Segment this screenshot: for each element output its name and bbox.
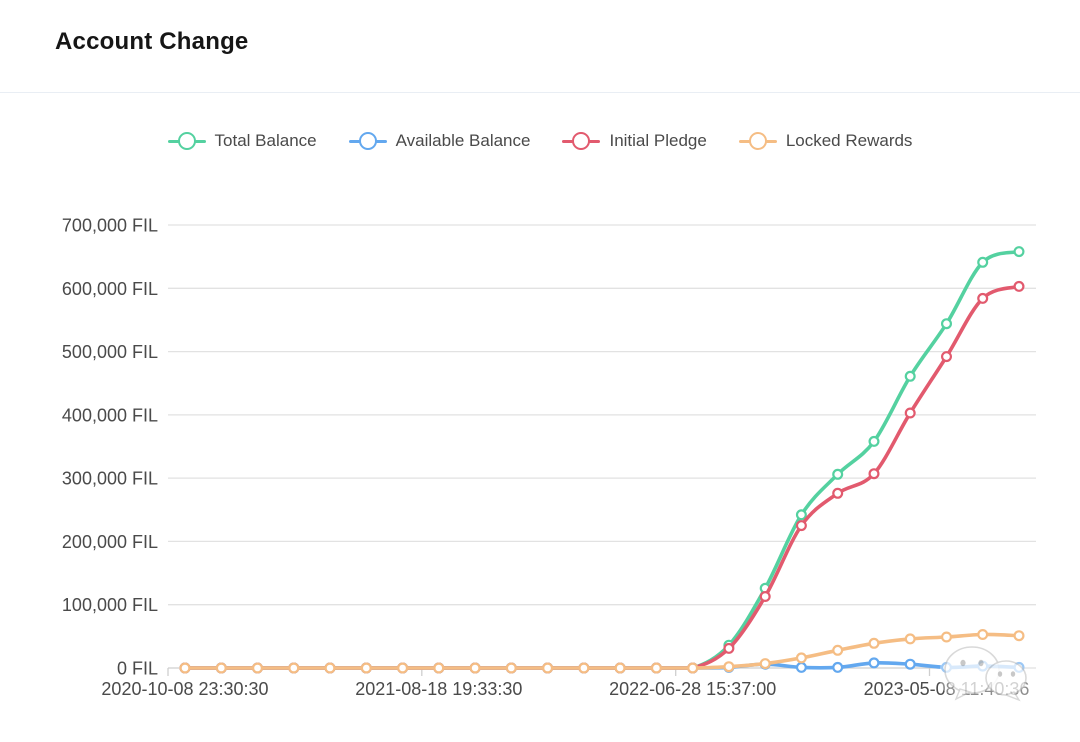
data-point[interactable] [904, 407, 916, 419]
data-point[interactable] [324, 662, 336, 674]
data-point[interactable] [252, 662, 264, 674]
legend-line-circle-icon [348, 132, 387, 150]
data-point[interactable] [868, 435, 880, 447]
data-point[interactable] [723, 642, 735, 654]
legend-item-locked-rewards[interactable]: Locked Rewards [738, 131, 913, 151]
y-axis-tick-label: 400,000 FIL [62, 405, 158, 425]
legend-label: Locked Rewards [785, 131, 913, 150]
data-point[interactable] [904, 633, 916, 645]
data-point[interactable] [940, 351, 952, 363]
data-point[interactable] [904, 658, 916, 670]
legend-item-initial-pledge[interactable]: Initial Pledge [562, 131, 707, 151]
data-point[interactable] [1013, 280, 1025, 292]
data-point[interactable] [868, 657, 880, 669]
y-axis-tick-label: 200,000 FIL [62, 532, 158, 552]
y-axis-tick-label: 500,000 FIL [62, 342, 158, 362]
data-point[interactable] [1013, 630, 1025, 642]
y-axis-tick-label: 0 FIL [117, 659, 158, 679]
legend-item-available-balance[interactable]: Available Balance [348, 131, 531, 151]
data-point[interactable] [940, 318, 952, 330]
legend-line-circle-icon [738, 132, 777, 150]
y-axis-tick-label: 600,000 FIL [62, 279, 158, 299]
data-point[interactable] [977, 292, 989, 304]
data-point[interactable] [868, 468, 880, 480]
data-point[interactable] [832, 468, 844, 480]
data-point[interactable] [433, 662, 445, 674]
data-point[interactable] [795, 509, 807, 521]
header-divider [0, 92, 1080, 93]
data-point[interactable] [832, 644, 844, 656]
legend-line-circle-icon [167, 132, 206, 150]
data-point[interactable] [977, 256, 989, 268]
data-point[interactable] [832, 487, 844, 499]
data-point[interactable] [1013, 246, 1025, 258]
wechat-logo-watermark [940, 646, 1070, 702]
legend-label: Available Balance [395, 131, 531, 150]
data-point[interactable] [795, 652, 807, 664]
x-axis-tick-label: 2022-06-28 15:37:00 [609, 679, 776, 699]
data-point[interactable] [215, 662, 227, 674]
data-point[interactable] [723, 661, 735, 673]
series-line-total-balance[interactable] [183, 249, 1021, 670]
legend-label: Total Balance [214, 131, 317, 150]
data-point[interactable] [505, 662, 517, 674]
page-title: Account Change [55, 28, 249, 55]
data-point[interactable] [940, 631, 952, 643]
data-point[interactable] [578, 662, 590, 674]
data-point[interactable] [977, 628, 989, 640]
y-axis-tick-label: 100,000 FIL [62, 595, 158, 615]
data-point[interactable] [179, 662, 191, 674]
data-point[interactable] [288, 662, 300, 674]
data-point[interactable] [542, 662, 554, 674]
data-point[interactable] [650, 662, 662, 674]
x-axis-tick-label: 2020-10-08 23:30:30 [101, 679, 268, 699]
chart-legend: Total Balance Available Balance Initial Pl… [0, 126, 1080, 156]
y-axis-tick-label: 700,000 FIL [62, 216, 158, 236]
data-point[interactable] [397, 662, 409, 674]
data-point[interactable] [759, 658, 771, 670]
data-point[interactable] [469, 662, 481, 674]
y-axis-tick-label: 300,000 FIL [62, 469, 158, 489]
data-point[interactable] [687, 662, 699, 674]
legend-line-circle-icon [562, 132, 601, 150]
x-axis-tick-label: 2021-08-18 19:33:30 [355, 679, 522, 699]
data-point[interactable] [868, 637, 880, 649]
data-point[interactable] [360, 662, 372, 674]
data-point[interactable] [904, 370, 916, 382]
data-point[interactable] [795, 661, 807, 673]
legend-item-total-balance[interactable]: Total Balance [167, 131, 317, 151]
data-point[interactable] [832, 661, 844, 673]
series-line-initial-pledge[interactable] [183, 284, 1021, 670]
data-point[interactable] [614, 662, 626, 674]
data-point[interactable] [759, 590, 771, 602]
legend-label: Initial Pledge [609, 131, 707, 150]
data-point[interactable] [795, 520, 807, 532]
